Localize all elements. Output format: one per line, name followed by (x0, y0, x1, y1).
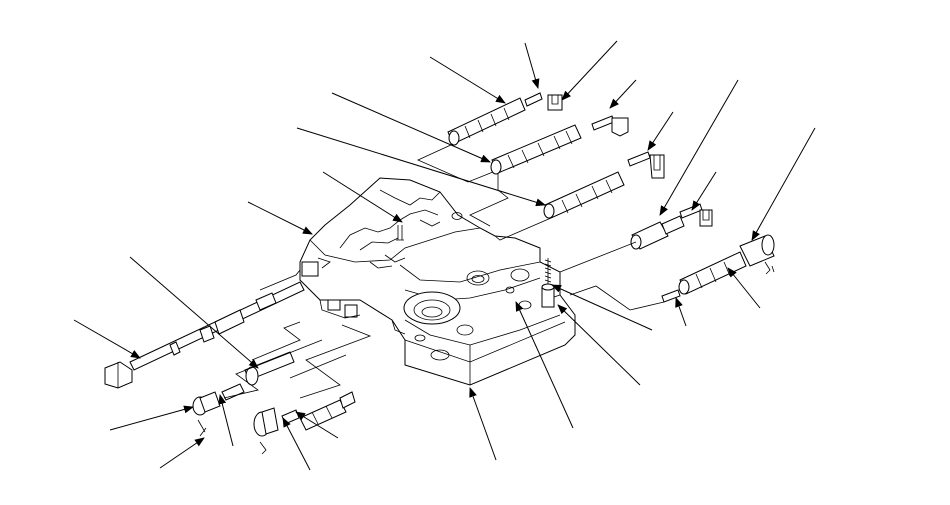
spool-lower-a (244, 351, 295, 386)
leader-8 (659, 79, 739, 216)
leader-17 (218, 394, 234, 447)
regulator-valve (630, 215, 685, 250)
leader-11 (751, 127, 816, 241)
plug-1 (591, 115, 629, 137)
spool-lower-b (192, 383, 245, 437)
leader-19 (295, 411, 339, 439)
spool-valve-1 (447, 92, 543, 146)
leader-23 (551, 284, 653, 331)
valve-body-casting (299, 177, 576, 386)
leader-5 (331, 92, 491, 163)
plug-2 (627, 151, 665, 179)
leader-13 (129, 256, 259, 369)
right-spool (678, 234, 775, 295)
leader-6 (647, 111, 674, 151)
leader-22 (557, 304, 641, 386)
leader-1 (429, 56, 506, 104)
leader-2 (524, 42, 540, 89)
small-pin-right (661, 289, 681, 303)
spool-valve-3 (543, 171, 625, 219)
assembly-centerlines (223, 143, 665, 399)
leader-24 (675, 297, 687, 327)
leader-16 (159, 437, 205, 469)
leader-15 (109, 405, 194, 431)
leader-14 (73, 319, 141, 359)
manual-valve-rod (104, 281, 305, 389)
leader-9 (322, 171, 403, 223)
plug-3 (679, 203, 713, 227)
leader-12 (247, 201, 313, 235)
leader-25 (727, 267, 761, 309)
retainer-clip-1 (547, 94, 563, 111)
leader-18 (282, 417, 311, 471)
leader-3 (561, 40, 618, 101)
leader-7 (296, 127, 546, 207)
leader-10 (691, 171, 717, 211)
leader-20 (469, 387, 497, 461)
leader-lines (73, 40, 816, 471)
leader-21 (515, 301, 574, 429)
leader-4 (609, 79, 637, 109)
spool-valve-2 (490, 124, 582, 175)
spool-lower-c (281, 391, 356, 431)
spool-lower-d (253, 407, 279, 455)
